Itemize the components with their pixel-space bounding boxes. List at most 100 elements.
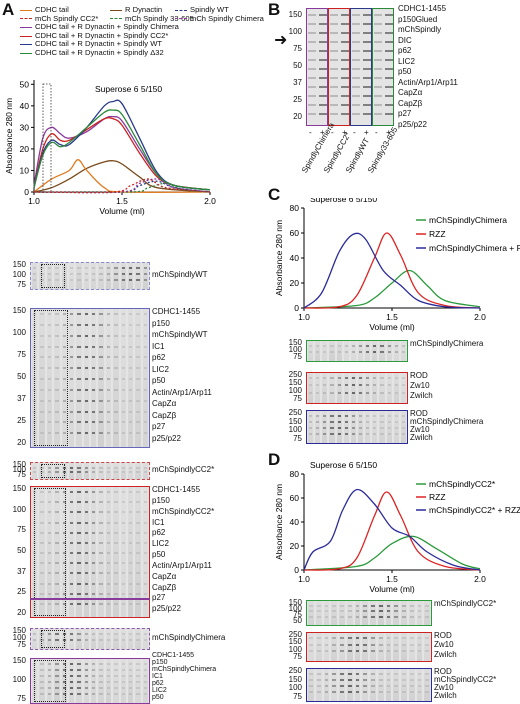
gel-band [129, 267, 132, 269]
gel-band [77, 511, 80, 513]
gel-image [306, 600, 432, 626]
gel-band [402, 650, 406, 652]
gel-band [352, 95, 360, 97]
gel-band [352, 32, 360, 34]
gel-band [394, 650, 398, 652]
gel-band [345, 377, 348, 379]
gel-band [99, 501, 102, 503]
gel-band [136, 367, 139, 369]
protein-label: p25/p22 [152, 434, 181, 443]
mw-marker: 37 [4, 567, 26, 576]
gel-band [340, 610, 344, 612]
gel-band [114, 324, 117, 326]
protein-label: ROD [410, 371, 428, 380]
gel-band [308, 104, 316, 106]
protein-label: p150 [152, 659, 168, 666]
gel-band [402, 351, 405, 353]
gel-band [374, 59, 382, 61]
gel-band [122, 378, 125, 380]
gel-band [380, 377, 383, 379]
gel-band [348, 637, 352, 639]
gel-band [107, 400, 110, 402]
gel-band [136, 335, 139, 337]
gel-band [387, 610, 391, 612]
gel-band [85, 400, 88, 402]
gel-band [144, 542, 147, 544]
gel-band [352, 23, 360, 25]
protein-label: CDHC1-1455 [152, 485, 200, 494]
gel-band [325, 691, 329, 693]
gel-band [363, 691, 367, 693]
gel-band [332, 616, 336, 618]
protein-label: CDHC1-1455 [152, 652, 194, 659]
gel-band [77, 633, 80, 635]
gel-band [317, 644, 321, 646]
gel-band [92, 552, 95, 554]
gel-band [379, 637, 383, 639]
gel-band [410, 610, 414, 612]
gel-band [99, 663, 102, 665]
gel-band [129, 532, 132, 534]
gel-band [99, 562, 102, 564]
gel-band [136, 633, 139, 635]
gel-band [371, 685, 375, 687]
gel-band [340, 650, 344, 652]
gel-band [136, 279, 139, 281]
gel-band [348, 644, 352, 646]
gel-band [114, 267, 117, 269]
gel-band [366, 421, 369, 423]
gel-band [92, 273, 95, 275]
gel-band [129, 693, 132, 695]
gel-band [359, 415, 362, 417]
gel-band [418, 637, 422, 639]
gel-band [317, 637, 321, 639]
gel-band [338, 345, 341, 347]
gel-band [410, 685, 414, 687]
gel-band [363, 77, 371, 79]
gel-band [345, 415, 348, 417]
gel-band [352, 392, 355, 394]
gel-band [99, 356, 102, 358]
gel-band [122, 511, 125, 513]
gel-band [122, 522, 125, 524]
gel-band [385, 77, 393, 79]
gel-band [341, 23, 349, 25]
gel-band [114, 411, 117, 413]
gel-band [352, 351, 355, 353]
gel-band [366, 415, 369, 417]
gel-band [356, 605, 360, 607]
lane-sign: - [375, 128, 378, 137]
gel-band [129, 389, 132, 391]
gel-band [136, 583, 139, 585]
gel-band [374, 41, 382, 43]
protein-label: p62 [152, 528, 165, 537]
gel-band [380, 427, 383, 429]
gel-band [129, 593, 132, 595]
x-tick-label: 1.0 [28, 196, 40, 206]
gel-band [356, 673, 360, 675]
y-axis-label: Absorbance 280 nm [274, 484, 284, 560]
gel-band [122, 693, 125, 695]
gel-band [385, 14, 393, 16]
gel-band [374, 23, 382, 25]
gel-band [107, 378, 110, 380]
gel-band [136, 346, 139, 348]
gel-band [77, 542, 80, 544]
gel-band [309, 384, 312, 386]
gel-band [395, 384, 398, 386]
gel-band [77, 467, 80, 469]
gel-band [371, 637, 375, 639]
gel-band [387, 685, 391, 687]
gel-band [380, 421, 383, 423]
x-tick-label: 2.0 [204, 196, 216, 206]
gel-band [107, 471, 110, 473]
gel-band [144, 324, 147, 326]
mw-marker: 250 [280, 666, 302, 675]
gel-band [70, 522, 73, 524]
gel-band [144, 411, 147, 413]
gel-band [348, 673, 352, 675]
gel-band [379, 673, 383, 675]
gel-band [325, 644, 329, 646]
gel-band [122, 687, 125, 689]
mw-marker: 37 [280, 78, 302, 87]
